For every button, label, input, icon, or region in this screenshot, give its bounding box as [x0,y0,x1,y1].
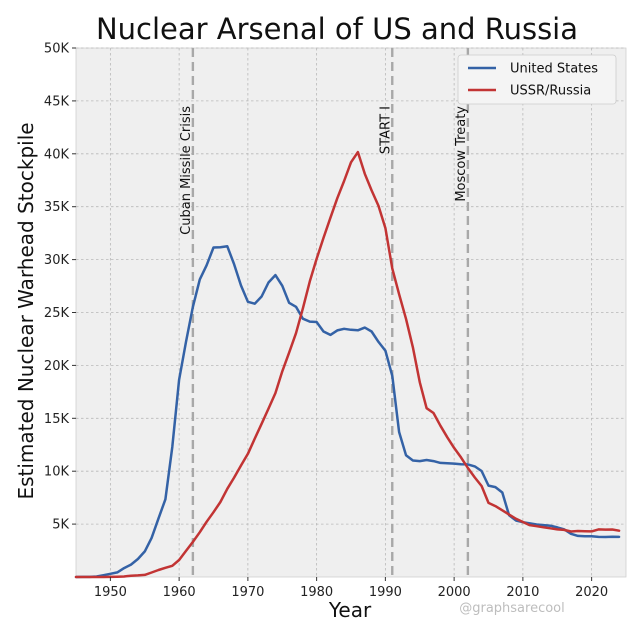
y-tick-label: 50K [44,42,70,57]
annotation-label: Cuban Missile Crisis [179,106,194,235]
series-line-ussr-russia [74,150,621,579]
legend-label-ussr-russia: USSR/Russia [510,84,591,99]
x-axis-ticks: 1950 1960 1970 1980 1990 2000 2010 2020 [94,577,608,600]
y-tick-label: 30K [44,253,70,268]
grid [76,47,626,577]
series-line-united-states [74,245,621,579]
y-tick-label: 40K [44,147,70,162]
annotation-labels: Cuban Missile Crisis START I Moscow Treaty [179,106,469,235]
y-tick-label: 5K [52,518,69,533]
watermark: @graphsarecool [459,601,565,616]
y-tick-label: 45K [44,94,70,109]
x-tick-label: 2010 [506,585,539,600]
legend: United States USSR/Russia [457,54,617,105]
x-axis-label: Year [328,598,372,622]
y-tick-label: 20K [44,359,70,374]
x-tick-label: 2020 [575,585,608,600]
legend-box [457,54,617,105]
y-tick-label: 25K [44,306,70,321]
x-tick-label: 1990 [369,585,402,600]
series [74,150,621,579]
annotation-label: Moscow Treaty [454,106,469,202]
x-tick-label: 2000 [438,585,471,600]
y-tick-label: 35K [44,200,70,215]
x-tick-label: 1970 [231,585,264,600]
annotation-label: START I [378,106,393,154]
x-tick-label: 1950 [94,585,127,600]
x-tick-label: 1960 [163,585,196,600]
x-tick-label: 1980 [300,585,333,600]
y-axis-label: Estimated Nuclear Warhead Stockpile [14,122,38,499]
y-axis-ticks: 5K 10K 15K 20K 25K 30K 35K 40K 45K 50K [44,42,76,533]
y-tick-label: 10K [44,465,70,480]
y-tick-label: 15K [44,412,70,427]
annotation-lines [191,48,470,577]
chart-title: Nuclear Arsenal of US and Russia [96,12,578,46]
legend-label-united-states: United States [510,62,598,77]
